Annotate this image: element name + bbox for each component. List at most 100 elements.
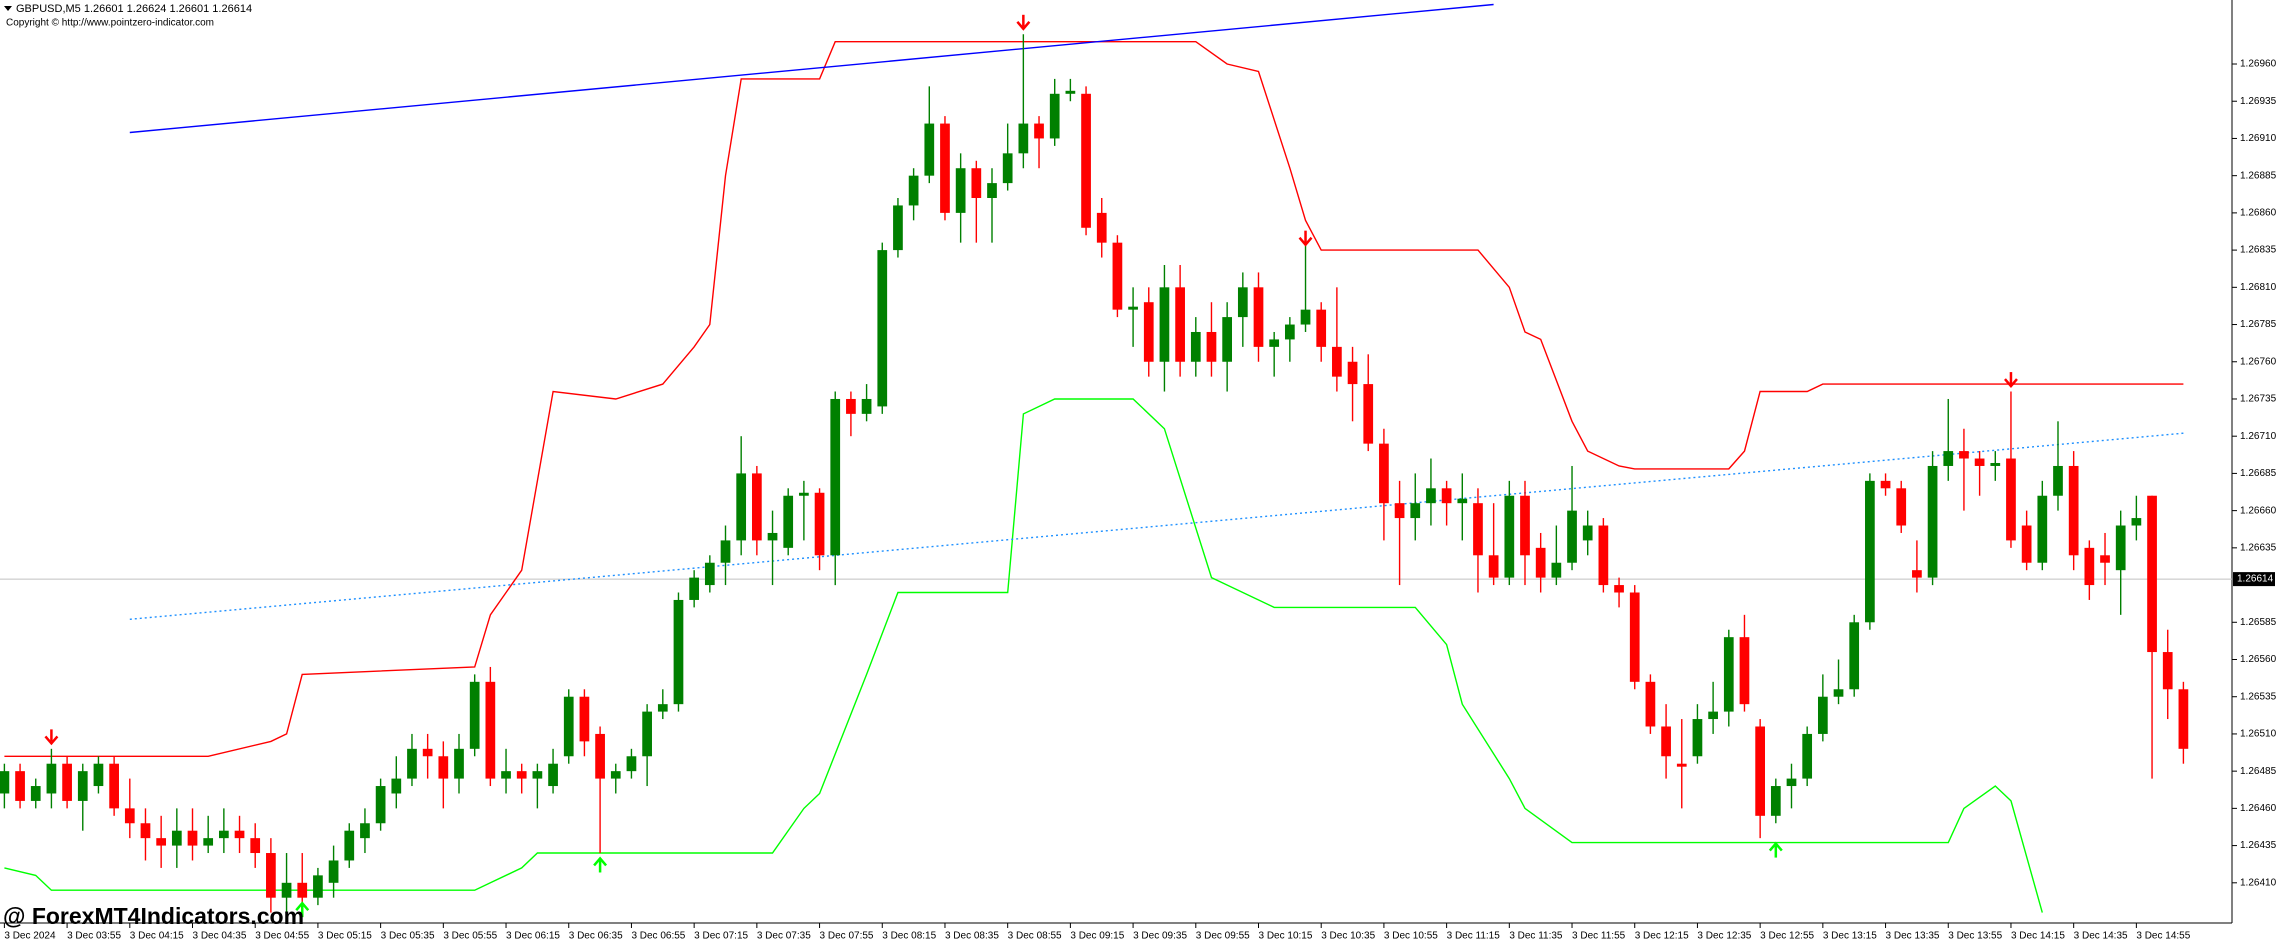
candle-body (2053, 465, 2063, 496)
candle-body (1959, 451, 1969, 459)
candle-body (626, 756, 637, 772)
candle-body (2147, 495, 2157, 653)
candle-body (1394, 503, 1405, 519)
candle-body (438, 756, 449, 779)
x-tick-label: 3 Dec 06:15 (506, 931, 560, 942)
candle-body (344, 830, 355, 861)
x-tick-label: 3 Dec 11:15 (1447, 931, 1501, 942)
y-tick-label: 1.26760 (2240, 356, 2276, 367)
candle-body (1739, 637, 1750, 705)
candle-body (579, 696, 590, 742)
x-tick-label: 3 Dec 05:55 (443, 931, 497, 942)
candle-body (1645, 681, 1656, 727)
candle-body (1865, 480, 1875, 623)
candle-body (1175, 287, 1185, 362)
x-tick-label: 3 Dec 14:55 (2136, 931, 2190, 942)
signal-arrow (1298, 230, 1313, 247)
candle-body (1817, 696, 1828, 734)
candle-body (2006, 458, 2016, 541)
y-tick-label: 1.26710 (2240, 431, 2276, 442)
candle-body (218, 830, 229, 839)
candle-body (1708, 711, 1718, 720)
candle-body (1253, 287, 1264, 347)
candle-body (516, 771, 527, 779)
candle-body (893, 205, 903, 251)
arrow-head (1768, 841, 1783, 852)
y-tick-label: 1.26410 (2240, 877, 2276, 888)
x-tick-label: 3 Dec 08:55 (1008, 931, 1062, 942)
candle-body (799, 492, 809, 496)
x-tick-label: 3 Dec 14:35 (2074, 931, 2128, 942)
y-tick-label: 1.26585 (2240, 617, 2276, 628)
candle-body (281, 882, 292, 898)
candle-body (877, 250, 888, 407)
y-tick-label: 1.26735 (2240, 394, 2276, 405)
candle-body (1504, 495, 1515, 578)
candle-body (610, 771, 621, 779)
candle-body (751, 473, 762, 541)
candle-body (1786, 778, 1797, 787)
candle-body (46, 763, 57, 794)
watermark: @ ForexMT4Indicators.com (3, 903, 304, 929)
candle-body (1457, 498, 1468, 504)
x-tick-label: 3 Dec 06:55 (631, 931, 685, 942)
candle-body (1018, 123, 1029, 154)
candle-body (1912, 570, 1922, 578)
candle-body (657, 704, 668, 712)
y-tick-label: 1.26810 (2240, 282, 2276, 293)
x-tick-label: 3 Dec 13:15 (1823, 931, 1877, 942)
candle-body (1598, 525, 1609, 586)
x-tick-label: 3 Dec 14:15 (2011, 931, 2065, 942)
candle-body (1002, 153, 1013, 184)
symbol-line: GBPUSD,M5 1.26601 1.26624 1.26601 1.2661… (16, 3, 252, 15)
x-tick-label: 3 Dec 07:15 (694, 931, 748, 942)
candle-body (234, 830, 245, 839)
arrow-head (44, 735, 59, 746)
candle-body (814, 492, 825, 556)
copyright: Copyright © http://www.pointzero-indicat… (6, 18, 214, 29)
candle-body (93, 763, 104, 787)
candle-body (1206, 331, 1217, 362)
candle-body (1237, 287, 1248, 318)
indicator-line (4, 398, 2043, 913)
candle-body (2037, 495, 2048, 563)
candle-body (1692, 719, 1703, 757)
candle-body (736, 473, 747, 541)
candle-body (30, 786, 41, 801)
candle-body (1159, 287, 1170, 362)
y-tick-label: 1.26885 (2240, 170, 2276, 181)
candle-body (156, 838, 167, 846)
current-price-label: 1.26614 (2237, 574, 2274, 585)
candle-body (1363, 384, 1374, 444)
candle-body (2131, 518, 2142, 526)
candle-body (15, 771, 25, 801)
candle-body (1332, 346, 1342, 377)
candle-body (407, 748, 417, 779)
candle-body (1723, 637, 1734, 712)
arrow-head (295, 901, 310, 911)
candle-body (2021, 525, 2032, 563)
candle-body (955, 168, 966, 213)
candle-body (2162, 652, 2173, 690)
y-tick-label: 1.26510 (2240, 729, 2276, 740)
x-tick-label: 3 Dec 05:15 (318, 931, 372, 942)
candle-body (2084, 547, 2095, 586)
x-tick-label: 3 Dec 11:55 (1572, 931, 1626, 942)
y-tick-label: 1.26960 (2240, 59, 2276, 70)
candle-body (1661, 726, 1671, 757)
candle-body (987, 183, 997, 198)
candle-body (1927, 465, 1938, 578)
signal-arrow (1016, 14, 1031, 31)
candle-body (1551, 562, 1562, 578)
x-tick-label: 3 Dec 10:35 (1321, 931, 1375, 942)
candle-body (861, 398, 872, 414)
y-tick-label: 1.26835 (2240, 245, 2276, 256)
candle-body (1190, 331, 1201, 362)
signal-arrow (295, 901, 310, 918)
y-tick-label: 1.26560 (2240, 654, 2276, 665)
candle-body (1096, 212, 1107, 243)
candle-body (1676, 763, 1687, 767)
candle-body (1770, 786, 1781, 816)
signal-arrow (593, 856, 608, 873)
